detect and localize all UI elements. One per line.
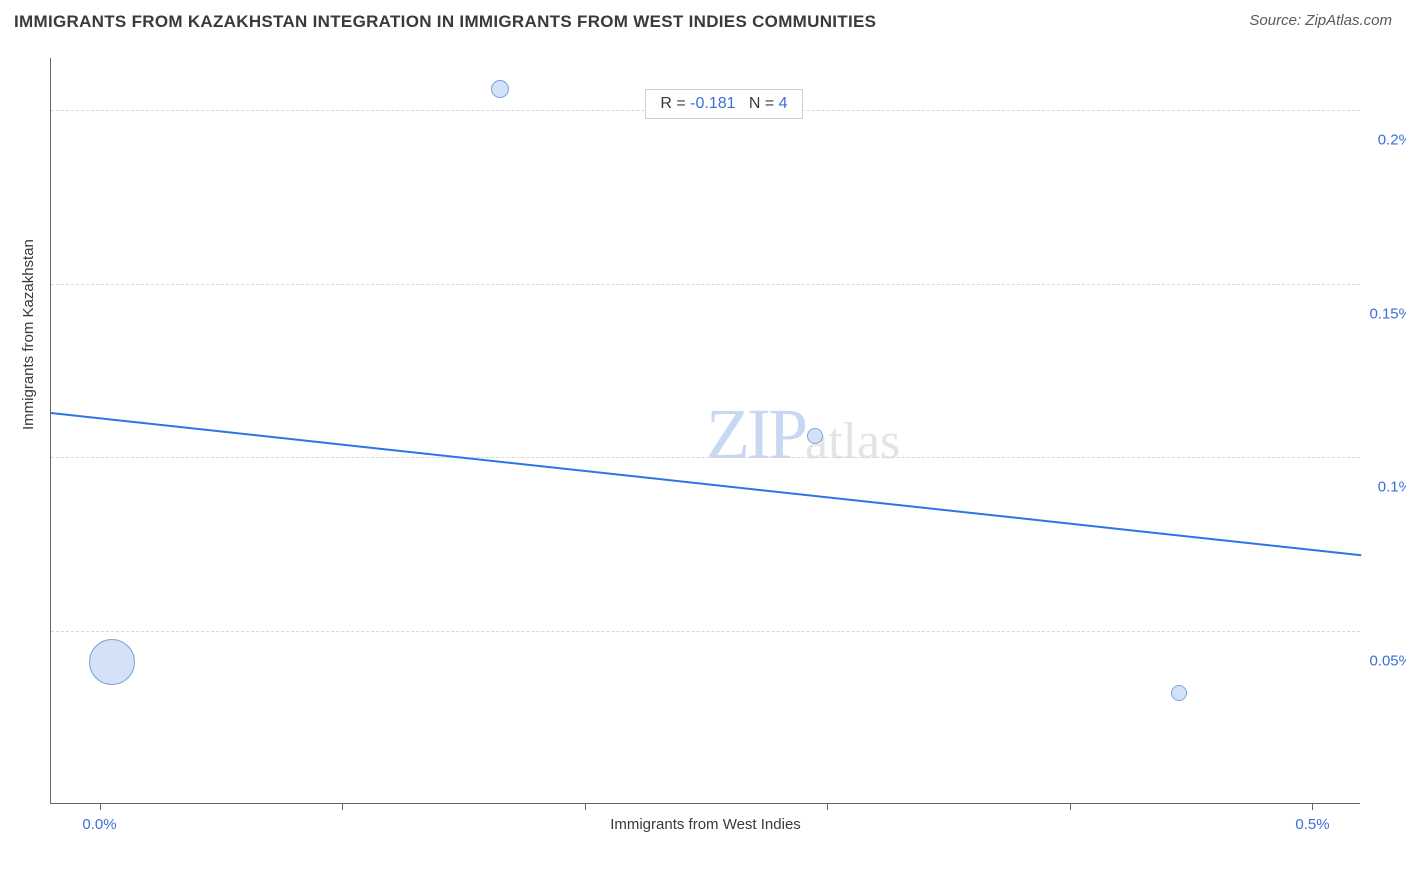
y-tick-label: 0.1%: [1378, 479, 1406, 496]
scatter-plot-area: ZIPatlas Immigrants from West Indies 0.0…: [50, 58, 1360, 804]
x-tick: [100, 803, 101, 810]
n-value: 4: [779, 95, 788, 112]
data-point[interactable]: [491, 80, 509, 98]
watermark-logo: ZIPatlas: [706, 393, 900, 476]
x-tick-label: 0.5%: [1295, 816, 1329, 833]
correlation-stats-box: R = -0.181 N = 4: [645, 89, 802, 119]
y-axis-label: Immigrants from Kazakhstan: [20, 239, 37, 430]
x-tick: [342, 803, 343, 810]
x-tick: [585, 803, 586, 810]
r-value: -0.181: [690, 95, 735, 112]
x-tick: [827, 803, 828, 810]
chart-title: IMMIGRANTS FROM KAZAKHSTAN INTEGRATION I…: [14, 12, 876, 31]
n-label: N =: [749, 95, 779, 112]
x-axis-label: Immigrants from West Indies: [51, 816, 1360, 833]
r-label: R =: [660, 95, 690, 112]
y-tick-label: 0.2%: [1378, 132, 1406, 149]
source-prefix: Source:: [1249, 12, 1305, 29]
gridline: [51, 284, 1360, 285]
watermark-zip: ZIP: [706, 394, 805, 474]
data-point[interactable]: [1171, 685, 1187, 701]
y-tick-label: 0.15%: [1369, 305, 1406, 322]
x-tick: [1312, 803, 1313, 810]
data-point[interactable]: [807, 428, 823, 444]
gridline: [51, 457, 1360, 458]
data-point[interactable]: [89, 639, 135, 685]
x-tick-label: 0.0%: [82, 816, 116, 833]
source-attribution: Source: ZipAtlas.com: [1249, 12, 1392, 29]
gridline: [51, 631, 1360, 632]
regression-line: [51, 412, 1361, 556]
y-tick-label: 0.05%: [1369, 652, 1406, 669]
x-tick: [1070, 803, 1071, 810]
source-name: ZipAtlas.com: [1305, 12, 1392, 29]
